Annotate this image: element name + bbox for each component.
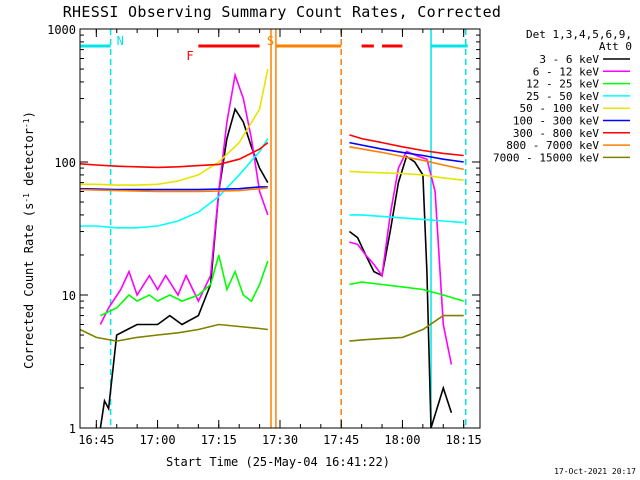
x-tick-label: 17:30 (262, 433, 298, 447)
series-line (79, 314, 464, 342)
series-line (80, 68, 464, 186)
legend-entry-label: 25 - 50 keV (526, 90, 599, 103)
legend-entry-label: 800 - 7000 keV (506, 139, 599, 152)
legend-entry-label: 50 - 100 keV (520, 102, 600, 115)
x-tick-label: 17:00 (139, 433, 175, 447)
timestamp: 17-Oct-2021 20:17 (554, 467, 636, 476)
y-axis-label-mid: detector (22, 128, 36, 193)
series-line (79, 146, 464, 193)
x-tick-label: 18:00 (384, 433, 420, 447)
x-tick-label: 17:45 (323, 433, 359, 447)
x-tick-label: 16:45 (78, 433, 114, 447)
series-line (80, 138, 464, 229)
y-tick-label: 100 (54, 156, 76, 170)
legend-entry-label: 100 - 300 keV (513, 115, 599, 128)
legend-entry-label: 3 - 6 keV (539, 53, 599, 66)
marker-label-f: F (186, 49, 193, 63)
legend-entry-label: 7000 - 15000 keV (493, 151, 599, 164)
legend-entry-label: 6 - 12 keV (533, 65, 600, 78)
plot-frame (79, 28, 481, 429)
legend-header: Det 1,3,4,5,6,9, (526, 28, 632, 41)
series-line (79, 134, 464, 169)
marker-label-n: N (117, 34, 124, 48)
svg-text:Corrected Count Rate (s-1 dete: Corrected Count Rate (s-1 detector-1) (22, 111, 36, 369)
marker-label-s: S (267, 34, 274, 48)
y-axis-label-sup2: -1 (22, 118, 31, 128)
x-axis-label: Start Time (25-May-04 16:41:22) (166, 455, 390, 469)
y-tick-label: 1000 (47, 23, 76, 37)
legend-entry-label: 12 - 25 keV (526, 78, 599, 91)
series-line (100, 254, 464, 317)
y-axis-label-end: ) (22, 111, 36, 118)
x-tick-label: 18:15 (446, 433, 482, 447)
series-line (79, 141, 464, 191)
y-axis-label: Corrected Count Rate (s-1 detector-1) (22, 111, 36, 369)
legend-header: Att 0 (599, 40, 632, 53)
chart-title: RHESSI Observing Summary Count Rates, Co… (63, 3, 502, 21)
legend-entry-label: 300 - 800 keV (513, 127, 599, 140)
y-axis-label-main: Corrected Count Rate (s (22, 203, 36, 369)
y-tick-label: 1 (69, 422, 76, 436)
series-line (99, 71, 453, 365)
x-tick-label: 17:15 (201, 433, 237, 447)
y-axis-label-sup1: -1 (22, 193, 31, 203)
y-tick-label: 10 (62, 289, 76, 303)
